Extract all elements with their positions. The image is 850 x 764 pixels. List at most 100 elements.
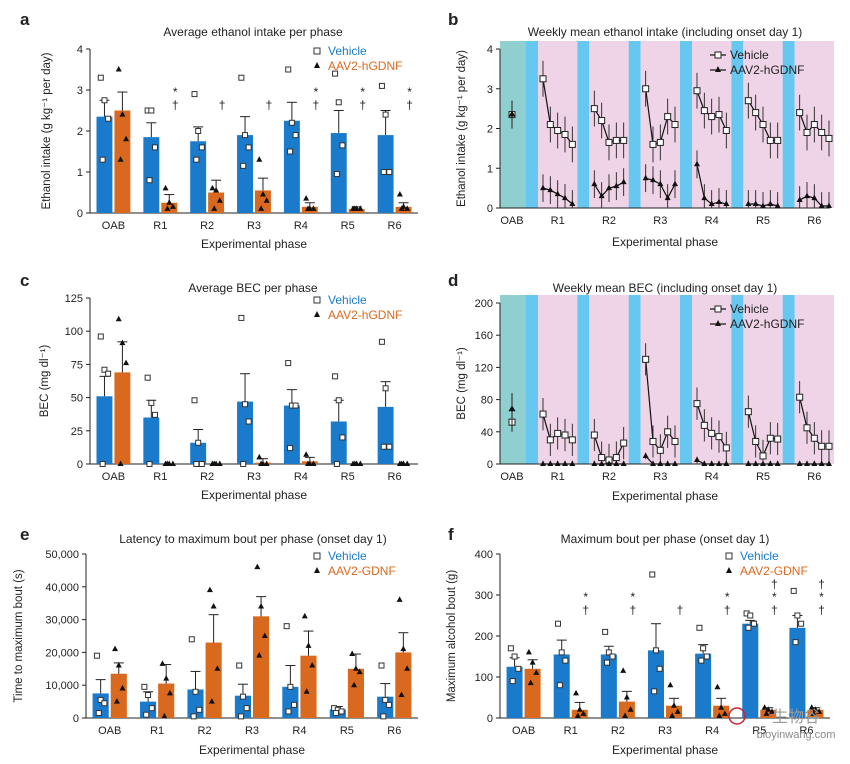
- legend-treatment-marker: [314, 311, 320, 317]
- x-tick-label: R2: [611, 725, 625, 737]
- significance-mark: †: [771, 603, 778, 617]
- bar-aav2-gdnf-R1: [571, 709, 588, 718]
- significance-mark: *: [173, 85, 178, 99]
- bar-vehicle-OAB: [96, 116, 113, 213]
- bar-aav2-hgdnf-R3: [255, 190, 271, 213]
- vehicle-point: [380, 713, 387, 720]
- x-tick-label: R4: [705, 471, 719, 483]
- panel-f: f Maximum bout per phase (onset day 1) Exp…: [446, 525, 830, 757]
- treatment-point: [351, 681, 358, 688]
- treatment-point: [818, 202, 825, 209]
- treatment-point: [533, 669, 540, 675]
- y-tick-label: 2: [77, 126, 83, 138]
- vehicle-point: [693, 400, 701, 408]
- treatment-point: [623, 694, 630, 700]
- treatment-point: [620, 178, 627, 185]
- x-tick-label: R2: [602, 215, 616, 227]
- y-tick-label: 0: [77, 459, 83, 471]
- treatment-point: [591, 180, 598, 187]
- vehicle-point: [796, 393, 804, 401]
- x-axis-title: Experimental phase: [612, 743, 718, 757]
- bar-vehicle-R3: [237, 135, 253, 213]
- vehicle-point: [649, 437, 657, 445]
- vehicle-point: [148, 705, 155, 712]
- vehicle-point: [105, 370, 112, 377]
- vehicle-point: [245, 144, 252, 151]
- vehicle-point: [700, 421, 708, 429]
- treatment-point: [208, 698, 215, 704]
- bar-vehicle-R5: [742, 623, 759, 718]
- vehicle-point: [766, 434, 774, 442]
- legend-vehicle-marker: [313, 296, 321, 304]
- treatment-point: [694, 160, 700, 167]
- treatment-point: [303, 688, 310, 694]
- significance-mark: †: [266, 98, 273, 112]
- treatment-point: [115, 662, 122, 668]
- vehicle-point: [656, 446, 664, 454]
- vehicle-point: [649, 571, 656, 578]
- treatment-point: [745, 200, 752, 207]
- vehicle-point: [283, 623, 290, 630]
- y-axis-title: Maximum alcohol bout (g): [446, 570, 458, 702]
- treatment-point: [164, 205, 171, 211]
- x-tick-label: R5: [341, 220, 355, 232]
- vehicle-point: [598, 117, 606, 125]
- vehicle-point: [818, 128, 826, 136]
- y-axis-title: BEC (mg dl⁻¹): [456, 347, 468, 420]
- treatment-point: [112, 645, 119, 652]
- panel-title: Average BEC per phase: [188, 281, 318, 295]
- y-tick-label: 0: [77, 208, 83, 220]
- bar-aav2-hgdnf-R2: [208, 192, 225, 213]
- treatment-point: [598, 192, 605, 199]
- oab-treatment-point: [508, 110, 516, 117]
- treatment-point: [527, 679, 534, 686]
- watermark-cn: 生物谷: [772, 708, 820, 726]
- washout-band: [782, 295, 795, 464]
- treatment-point: [540, 460, 546, 466]
- treatment-point: [404, 205, 411, 211]
- vehicle-point: [568, 436, 576, 444]
- treatment-point: [404, 460, 411, 466]
- panel-letter: d: [448, 271, 458, 290]
- vehicle-point: [605, 138, 613, 146]
- x-tick-label: R3: [653, 471, 667, 483]
- vehicle-point: [141, 683, 148, 690]
- vehicle-point: [698, 657, 705, 664]
- treatment-point: [804, 192, 810, 199]
- y-tick-label: 200: [475, 298, 493, 310]
- vehicle-point: [287, 683, 294, 690]
- bar-vehicle-R6: [789, 627, 806, 718]
- vehicle-point: [339, 434, 346, 441]
- panel-b: b Weekly mean ethanol intake (including o…: [448, 10, 834, 249]
- treatment-point: [768, 708, 775, 714]
- panel-letter: e: [20, 525, 29, 544]
- vehicle-point: [287, 445, 294, 452]
- x-axis-title: Experimental phase: [199, 743, 305, 757]
- vehicle-point: [590, 431, 598, 439]
- vehicle-point: [335, 397, 342, 404]
- vehicle-point: [291, 701, 298, 708]
- vehicle-point: [656, 138, 664, 146]
- treatment-point: [398, 205, 405, 211]
- treatment-point: [767, 200, 774, 207]
- x-tick-label: R6: [807, 215, 821, 227]
- vehicle-point: [148, 399, 155, 406]
- significance-mark: †: [406, 98, 413, 112]
- vehicle-point: [382, 111, 389, 118]
- treatment-point: [159, 660, 166, 666]
- x-tick-label: OAB: [512, 725, 535, 737]
- vehicle-point: [145, 692, 152, 699]
- vehicle-point: [386, 169, 393, 175]
- y-tick-label: 3: [77, 85, 83, 97]
- treatment-point: [256, 453, 263, 460]
- legend-label: Vehicle: [730, 302, 769, 316]
- treatment-point: [657, 180, 664, 187]
- x-tick-label: R4: [294, 220, 308, 232]
- panel-title: Weekly mean ethanol intake (including on…: [528, 25, 803, 39]
- vehicle-point: [602, 628, 609, 635]
- vehicle-point: [242, 401, 249, 408]
- vehicle-point: [192, 688, 199, 695]
- bar-vehicle-R2: [190, 141, 207, 213]
- treatment-point: [357, 460, 364, 466]
